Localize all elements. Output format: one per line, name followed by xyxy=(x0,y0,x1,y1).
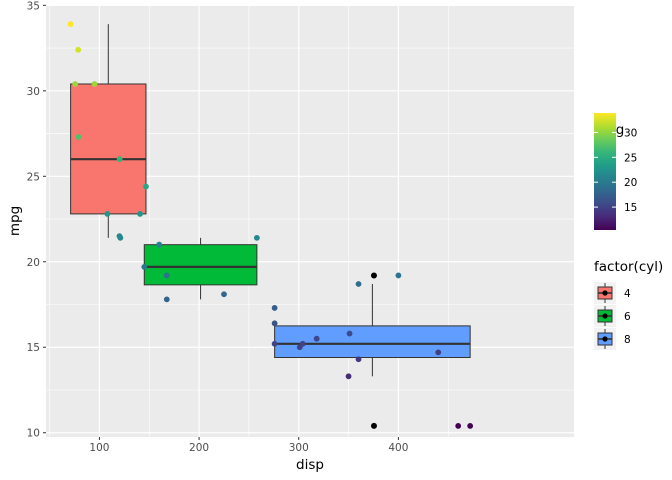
scatter-point xyxy=(75,46,82,53)
scatter-point xyxy=(253,234,260,241)
colorbar-ticks: 15 20 25 30 xyxy=(594,127,637,214)
scatter-point xyxy=(271,340,278,347)
outlier-point xyxy=(370,422,377,429)
colorbar-tick-label: 20 xyxy=(624,177,637,189)
scatter-point xyxy=(435,349,442,356)
outlier-point xyxy=(370,272,377,279)
scatter-point xyxy=(156,241,163,248)
x-tick-label: 400 xyxy=(388,442,408,454)
scatter-point xyxy=(116,156,123,163)
y-tick-label: 30 xyxy=(27,86,40,98)
fill-legend-key-4: 4 xyxy=(594,282,631,304)
legend-key-point xyxy=(602,313,608,319)
scatter-point xyxy=(72,81,79,87)
scatter-point xyxy=(137,211,143,217)
scatter-point xyxy=(91,81,98,87)
boxplots xyxy=(70,24,471,429)
y-tick-label: 20 xyxy=(27,257,40,269)
scatter-point xyxy=(313,335,320,342)
scatter-point xyxy=(271,320,278,327)
scatter-point xyxy=(117,234,124,241)
x-tick-label: 100 xyxy=(89,442,109,454)
plot-panel xyxy=(46,5,574,437)
scatter-point xyxy=(345,373,352,380)
colorbar-tick-label: 30 xyxy=(624,127,637,139)
fill-legend-label: 6 xyxy=(624,311,631,323)
colorbar-tick-label: 15 xyxy=(624,202,637,214)
scatter-point xyxy=(355,356,362,363)
box-iqr xyxy=(70,83,147,215)
scatter-point xyxy=(271,305,278,311)
minor-gridlines xyxy=(46,5,574,437)
y-tick-label: 35 xyxy=(27,0,40,12)
scatter-point xyxy=(395,272,402,279)
scatter-point xyxy=(221,291,227,298)
y-axis-title: mpg xyxy=(7,206,23,236)
scatter-point xyxy=(467,422,474,429)
fill-legend-label: 4 xyxy=(624,288,631,300)
scatter-point xyxy=(346,330,353,337)
scatter-point xyxy=(455,422,462,429)
legend-key-point xyxy=(602,290,608,296)
y-tick-label: 25 xyxy=(27,171,40,183)
scatter-point xyxy=(163,272,170,279)
boxplot-cyl-6 xyxy=(143,237,258,300)
x-axis-title: disp xyxy=(296,457,324,473)
x-axis: 100 200 300 400 xyxy=(89,437,408,454)
x-tick-label: 300 xyxy=(289,442,309,454)
scatter-point xyxy=(163,296,170,303)
cyl-fill-legend: factor(cyl) 4 6 8 xyxy=(594,259,663,350)
y-axis: 10 15 20 25 30 35 xyxy=(27,0,46,440)
y-tick-label: 10 xyxy=(27,428,40,440)
scatter-point xyxy=(296,344,303,351)
x-tick-label: 200 xyxy=(189,442,209,454)
scatter-point xyxy=(143,183,149,190)
scatter-point xyxy=(355,281,362,287)
legend-key-point xyxy=(602,336,608,342)
fill-legend-key-8: 8 xyxy=(594,328,631,350)
scatter-point xyxy=(75,134,82,140)
data-points xyxy=(67,21,474,429)
scatter-point xyxy=(67,21,74,28)
y-tick-label: 15 xyxy=(27,342,40,354)
scatter-point xyxy=(104,211,111,217)
box-iqr xyxy=(143,244,258,286)
scatter-point xyxy=(141,264,148,270)
fill-legend-key-6: 6 xyxy=(594,305,631,327)
fill-legend-title: factor(cyl) xyxy=(594,259,663,275)
colorbar xyxy=(594,113,616,230)
colorbar-tick-label: 25 xyxy=(624,152,637,164)
fill-legend-label: 8 xyxy=(624,334,631,346)
